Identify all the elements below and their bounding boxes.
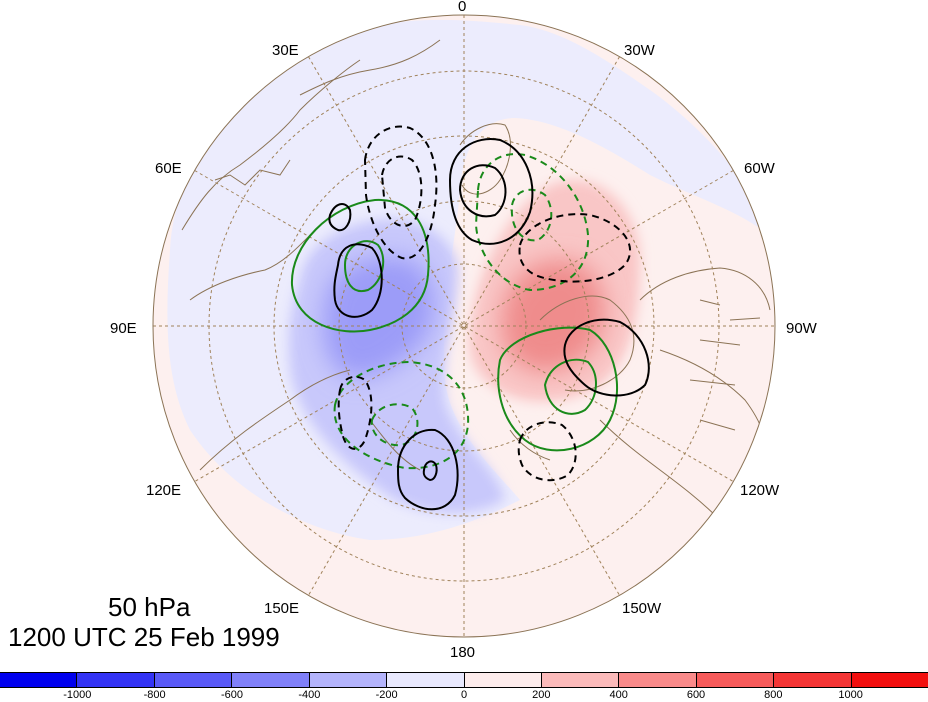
polar-stereographic-map: [152, 14, 776, 638]
colorbar-box: [387, 673, 465, 687]
colorbar-box: [0, 673, 78, 687]
black-solid-contour-south-inner: [422, 460, 438, 482]
colorbar-box: [619, 673, 697, 687]
lon-label-180: 180: [450, 644, 476, 661]
green-dashed-contour-north: [474, 153, 590, 292]
black-solid-contour-west-small: [328, 203, 352, 232]
colorbar-tick-label: 1000: [838, 689, 863, 701]
black-solid-contour-north-inner: [458, 164, 507, 218]
black-dashed-contour-north: [363, 125, 438, 260]
lon-label-60e: 60E: [155, 160, 182, 177]
colorbar-box: [541, 673, 620, 687]
colorbar: [0, 672, 928, 688]
colorbar-box: [851, 673, 928, 687]
colorbar-tick-label: -400: [298, 689, 321, 701]
colorbar-tick-label: -600: [220, 689, 244, 701]
lon-label-120w: 120W: [740, 482, 780, 499]
black-dashed-contour-northeast: [518, 213, 631, 283]
green-solid-contour-west: [290, 198, 430, 333]
black-solid-contour-south: [396, 428, 459, 511]
colorbar-box: [696, 673, 775, 687]
lon-label-30w: 30W: [624, 42, 655, 59]
colorbar-box: [154, 673, 233, 687]
colorbar-tick-label: -1000: [63, 689, 92, 701]
colorbar-tick-label: 600: [686, 689, 706, 701]
colorbar-tick-label: 400: [609, 689, 628, 701]
black-solid-contour-north: [448, 138, 534, 245]
colorbar-tick-label: -200: [375, 689, 398, 701]
black-solid-contour-east: [563, 318, 650, 397]
lon-label-150e: 150E: [264, 600, 300, 617]
map-border: [152, 14, 776, 638]
black-dashed-contour-north-inner: [380, 155, 423, 227]
green-solid-contour-east-inner: [543, 358, 597, 415]
colorbar-tick-label: 0: [460, 689, 468, 701]
lon-label-120e: 120E: [146, 482, 182, 499]
contours: [290, 125, 650, 511]
lon-label-60w: 60W: [744, 160, 775, 177]
coastlines: [181, 39, 771, 521]
lon-label-90w: 90W: [786, 320, 817, 337]
lon-label-150w: 150W: [622, 600, 662, 617]
green-dashed-contour-south: [333, 360, 470, 470]
valid-time-title: 1200 UTC 25 Feb 1999: [8, 622, 280, 652]
graticule: [153, 15, 775, 637]
lon-label-30e: 30E: [272, 42, 299, 59]
colorbar-tick-label: 200: [532, 689, 551, 701]
black-dashed-contour-southwest: [337, 375, 373, 450]
colorbar-box: [309, 673, 388, 687]
colorbar-box: [77, 673, 155, 687]
shading-layer: [153, 15, 775, 637]
positive-shading-core: [501, 260, 605, 372]
black-solid-contour-west: [333, 243, 383, 318]
green-solid-contour-east: [497, 326, 618, 452]
lon-label-0: 0: [458, 0, 467, 15]
colorbar-tick-label: 800: [764, 689, 783, 701]
colorbar-box: [232, 673, 310, 687]
lon-label-90e: 90E: [110, 320, 137, 337]
colorbar-box: [774, 673, 852, 687]
colorbar-tick-label: -800: [143, 689, 166, 701]
colorbar-box: [464, 673, 542, 687]
pressure-level-title: 50 hPa: [108, 592, 191, 622]
